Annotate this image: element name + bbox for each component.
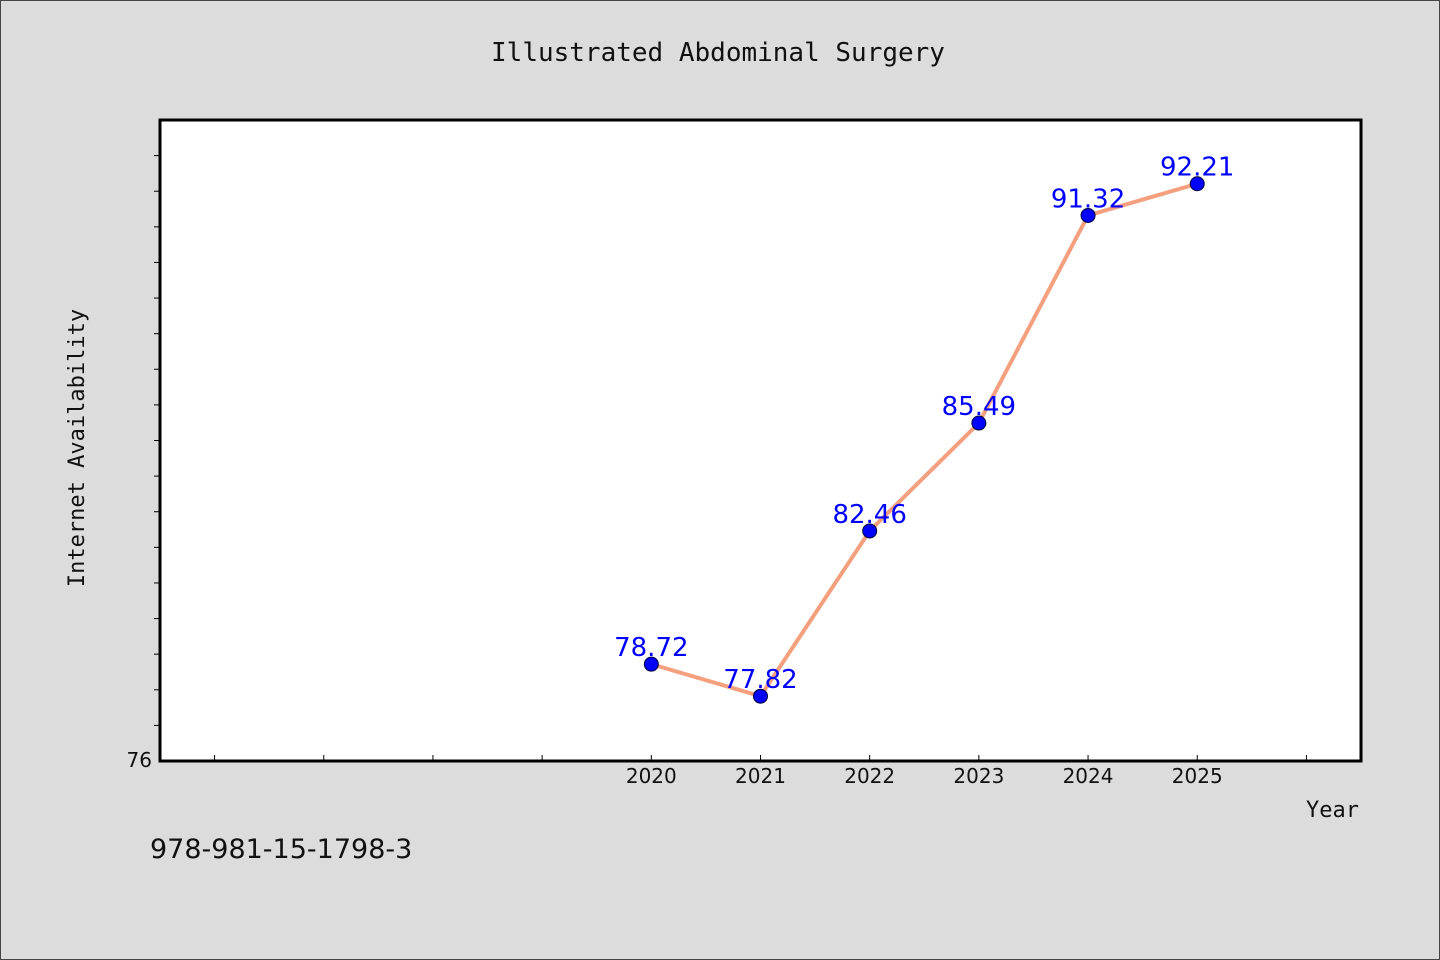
data-label: 82.46 (832, 500, 906, 530)
x-axis-label: Year (1306, 798, 1359, 823)
data-label: 77.82 (723, 665, 797, 695)
x-tick-label: 2025 (1172, 764, 1223, 788)
data-point (753, 688, 768, 704)
data-point (1080, 207, 1096, 223)
data-labels: 78.72 77.82 82.46 85.49 91.32 92.21 (614, 153, 1234, 695)
x-tick-label: 2021 (735, 764, 786, 788)
x-tick-label: 2020 (626, 764, 677, 788)
data-label: 92.21 (1160, 153, 1234, 183)
chart-title: Illustrated Abdominal Surgery (491, 38, 945, 68)
isbn-note: 978-981-15-1798-3 (150, 834, 413, 865)
data-label: 85.49 (942, 392, 1016, 422)
x-axis-ticks: 2020 2021 2022 2023 2024 2025 (214, 755, 1307, 788)
y-tick-label-min: 76 (127, 748, 152, 772)
data-point (862, 523, 878, 539)
x-tick-label: 2022 (844, 764, 895, 788)
y-axis-label: Internet Availability (65, 309, 90, 587)
data-label: 78.72 (614, 633, 688, 663)
x-tick-label: 2024 (1063, 764, 1114, 788)
plot-area (160, 120, 1361, 761)
data-point (643, 656, 659, 672)
x-tick-label: 2023 (953, 764, 1004, 788)
plot-border (158, 118, 1363, 763)
series-markers (643, 176, 1205, 704)
series-line (649, 181, 1200, 699)
data-label: 91.32 (1051, 184, 1125, 214)
data-point (971, 415, 987, 431)
data-point (1189, 176, 1205, 192)
